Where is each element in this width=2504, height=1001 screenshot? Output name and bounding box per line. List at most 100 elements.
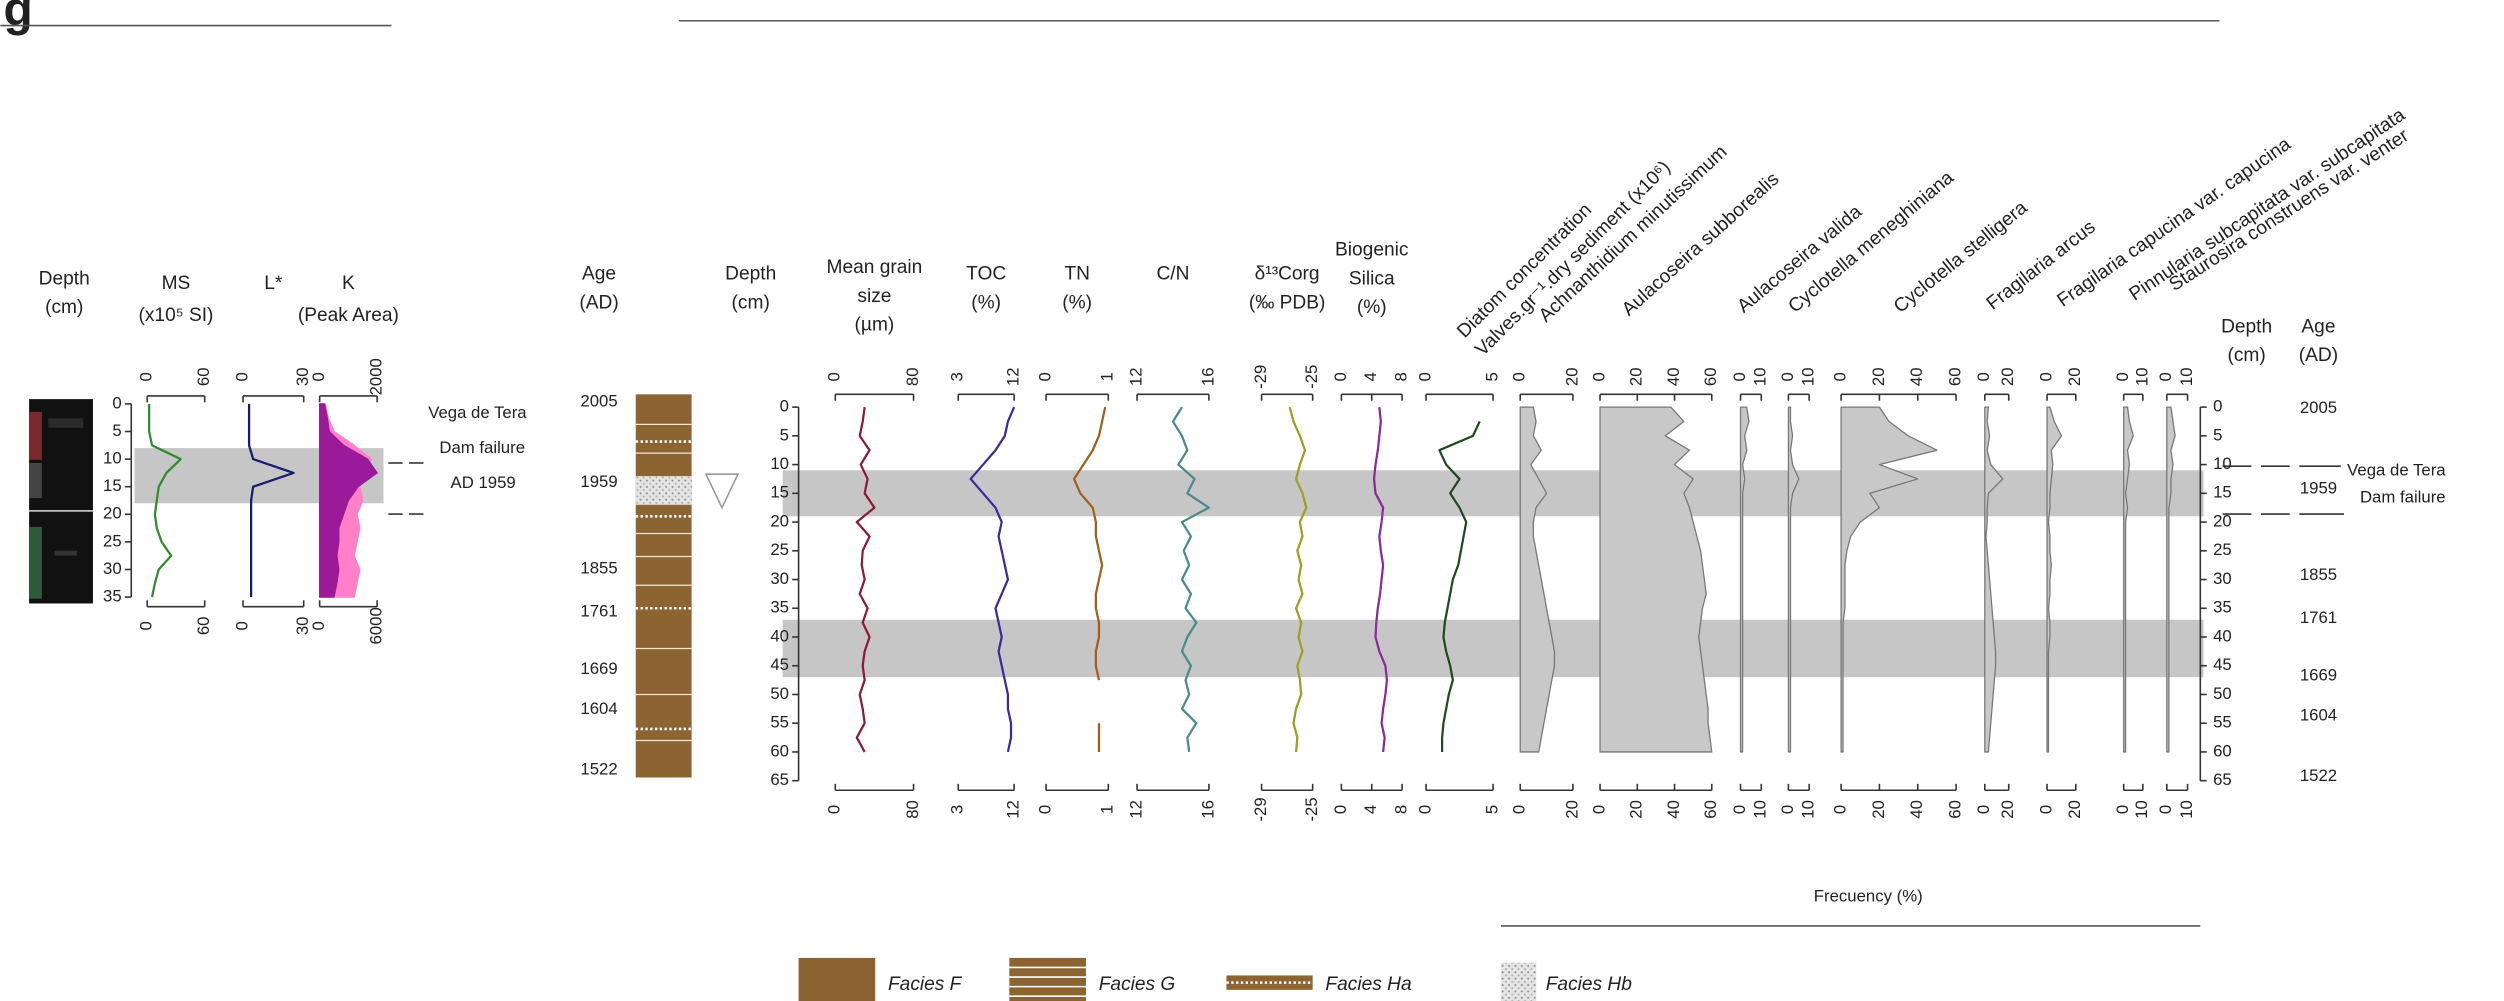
depth-tick-label: 0 [112,393,121,412]
panel-title-group: Diatom concentrationValves.gr⁻¹.dry sedi… [1453,139,1674,360]
panel-title-line: (%) [1357,297,1387,318]
panel-title-line: C/N [1156,264,1189,285]
depth-title-line: (cm) [732,292,770,313]
depth-tick-label: 30 [770,569,789,588]
age-label: 1522 [580,760,617,779]
panel-title: TN(%) [1062,264,1092,314]
age-label: 1604 [2300,706,2337,725]
x-tick-label: 20 [1998,367,2017,386]
x-tick-label: 0 [1035,805,1054,814]
legend-label: Facies G [1099,974,1176,995]
figure: g 05101520253035051015202530354045505560… [0,0,2504,1001]
x-tick-label: 10 [2132,800,2151,819]
x-tick-label: -29 [1251,797,1270,821]
age-label: 1959 [2300,479,2337,498]
x-tick-label: 20 [1627,367,1646,386]
area [1600,407,1712,752]
depth-tick-label: 45 [770,655,789,674]
x-tick-label: 80 [903,800,922,819]
area [1520,407,1554,752]
x-tick-label: 60 [194,617,213,636]
depth-tick-label: 10 [2213,454,2232,473]
x-tick-label: 60 [1701,367,1720,386]
x-tick-label: 0 [1415,805,1434,814]
line [1173,407,1209,752]
depth-tick-label: 20 [103,504,122,523]
depth-tick-label: 15 [770,483,789,502]
x-tick-label: 0 [309,621,328,630]
age-label: 1855 [580,558,617,577]
depth-tick-label: 40 [2213,626,2232,645]
depth-tick-label: 35 [103,587,122,606]
x-tick-label: 10 [1751,367,1770,386]
depth-title-line: (cm) [45,297,83,318]
panel-title: K(Peak Area) [298,273,399,326]
x-tick-label: 0 [1831,372,1850,381]
x-tick-label: 0 [825,372,844,381]
age-title: Age(AD) [579,264,618,314]
panel-title-line: Silica [1349,268,1395,289]
depth-tick-label: 5 [2213,425,2222,444]
age-title-line: Age [2301,316,2335,337]
depth-tick-label: 25 [2213,540,2232,559]
heading: g [4,0,33,36]
legend-label: Facies F [888,974,963,995]
x-tick-label: 10 [2132,367,2151,386]
x-tick-label: 40 [1664,367,1683,386]
panel-title: Diatom concentrationValves.gr⁻¹.dry sedi… [1453,139,1674,360]
x-tick-label: 6000 [367,607,386,644]
panel-title-line: Biogenic [1335,240,1409,261]
depth-tick-label: 40 [770,626,789,645]
legend-label: Facies Hb [1546,974,1633,995]
x-tick-label: 20 [1998,800,2017,819]
depth-tick-label: 60 [2213,741,2232,760]
x-tick-label: 0 [1589,805,1608,814]
x-tick-label: 0 [1035,372,1054,381]
panel-title-line: MS [162,273,191,294]
x-tick-label: 12 [1126,367,1145,386]
x-tick-label: 3 [948,805,967,814]
x-tick-label: 0 [137,621,156,630]
depth-tick-label: 50 [2213,684,2232,703]
x-tick-label: 12 [1126,800,1145,819]
x-tick-label: 8 [1391,805,1410,814]
depth-tick-label: 15 [2213,483,2232,502]
x-tick-label: 10 [1799,800,1818,819]
x-tick-label: 1 [1098,805,1117,814]
depth-tick-label: 30 [103,559,122,578]
x-tick-label: 0 [2156,805,2175,814]
annotation: Vega de Tera [2347,460,2446,479]
line [1074,407,1105,752]
x-tick-label: 10 [1799,367,1818,386]
x-tick-label: 3 [948,372,967,381]
depth-tick-label: 65 [770,770,789,789]
depth-tick-label: 0 [780,397,789,416]
x-tick-label: 0 [1974,372,1993,381]
page: { "heading": "g", "chart_data": { "type"… [0,0,2504,1001]
core-image [29,399,93,603]
x-tick-label: 0 [309,372,328,381]
x-tick-label: 0 [1831,805,1850,814]
x-tick-label: 40 [1664,800,1683,819]
legend-swatch [1009,958,1086,1001]
panel-title-line: TN [1064,264,1090,285]
x-tick-label: 0 [2113,805,2132,814]
x-tick-label: 5 [1482,372,1501,381]
x-tick-label: 0 [2036,805,2055,814]
x-tick-label: 80 [903,367,922,386]
age-title-line: (AD) [2299,345,2338,366]
x-tick-label: 20 [1562,800,1581,819]
x-tick-label: 0 [1778,372,1797,381]
x-tick-label: 60 [194,367,213,386]
x-tick-label: 60 [1701,800,1720,819]
age-title: Age (AD) [2299,316,2338,366]
x-tick-label: 16 [1198,800,1217,819]
depth-title: Depth(cm) [2221,316,2272,366]
depth-tick-label: 15 [103,476,122,495]
x-tick-label: 12 [1004,800,1023,819]
x-tick-label: 40 [1907,800,1926,819]
x-tick-label: 0 [137,372,156,381]
line [971,407,1014,752]
panel-title: TOC(%) [966,264,1006,314]
x-tick-label: 0 [1974,805,1993,814]
